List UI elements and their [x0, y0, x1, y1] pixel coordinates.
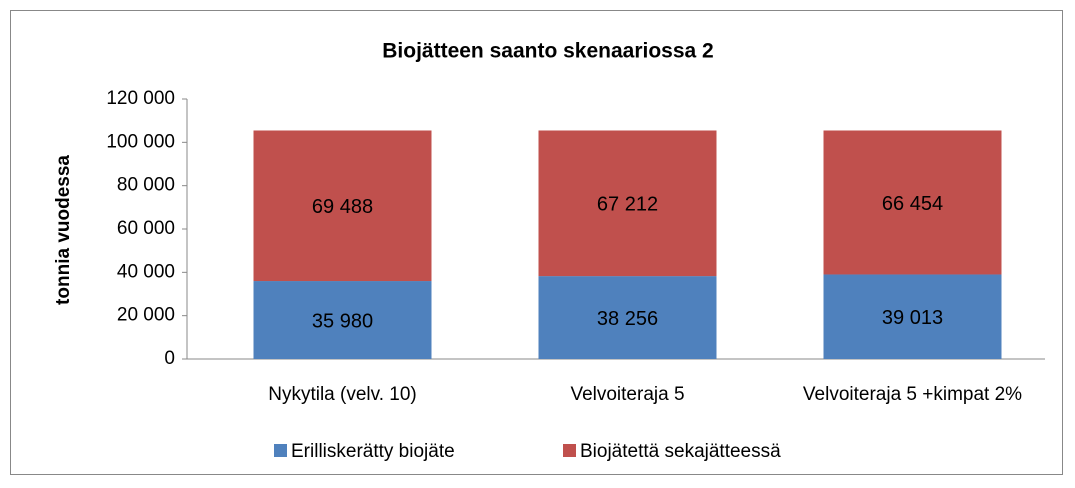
bar-segment	[253, 281, 432, 359]
y-tick-label: 0	[164, 348, 175, 369]
data-label: 69 488	[312, 196, 373, 218]
y-tick-label: 120 000	[106, 88, 175, 109]
y-tick-label: 20 000	[117, 305, 175, 326]
x-tick-label: Nykytila (velv. 10)	[268, 384, 417, 405]
legend-swatch	[563, 444, 576, 457]
data-label: 67 212	[597, 194, 658, 216]
data-label: 38 256	[597, 308, 658, 330]
x-tick-label: Velvoiteraja 5	[570, 384, 684, 405]
legend-label: Biojätettä sekajätteessä	[580, 441, 781, 462]
bar-segment	[538, 130, 717, 277]
bar-segment	[823, 274, 1002, 359]
y-tick-label: 80 000	[117, 175, 175, 196]
bar-segment	[823, 130, 1002, 275]
bar-segment	[538, 276, 717, 359]
legend-label: Erilliskerätty biojäte	[291, 441, 455, 462]
legend-swatch	[274, 444, 287, 457]
data-label: 35 980	[312, 310, 373, 332]
chart-title: Biojätteen saanto skenaariossa 2	[382, 40, 713, 63]
bar-segment	[253, 130, 432, 282]
y-tick-label: 100 000	[106, 131, 175, 152]
data-label: 66 454	[882, 193, 943, 215]
y-axis-label: tonnia vuodessa	[53, 155, 74, 305]
x-tick-label: Velvoiteraja 5 +kimpat 2%	[803, 384, 1022, 405]
data-label: 39 013	[882, 307, 943, 329]
y-tick-label: 60 000	[117, 218, 175, 239]
y-tick-label: 40 000	[117, 261, 175, 282]
